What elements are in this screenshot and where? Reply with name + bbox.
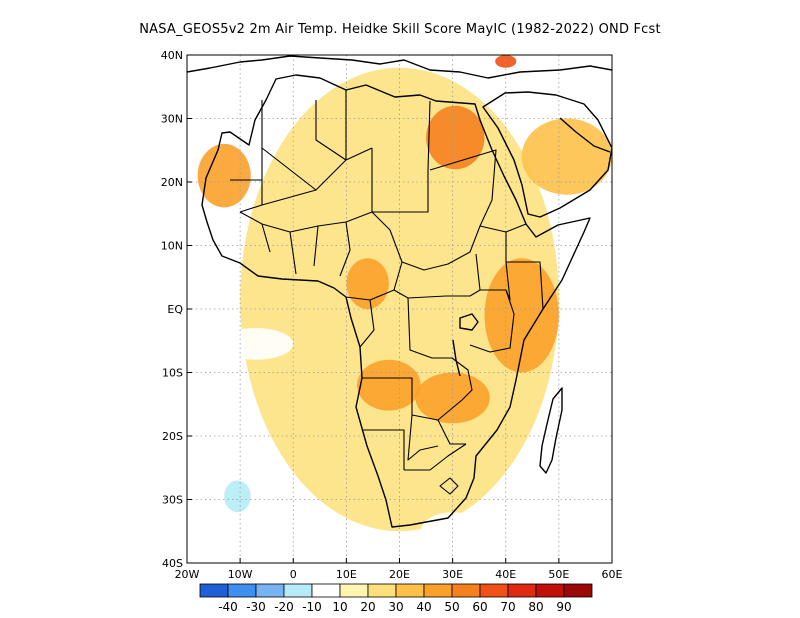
madagascar-coastline: [539, 387, 563, 474]
colorbar-label: 80: [528, 600, 543, 614]
colorbar-swatch: [339, 583, 369, 598]
country-borders: [230, 90, 544, 495]
lon-tick-label: 10W: [228, 568, 253, 581]
lon-tick-label: 0: [290, 568, 297, 581]
border-congo: [345, 289, 452, 359]
lon-tick-label: 60E: [602, 568, 623, 581]
lake-victoria: [459, 313, 479, 331]
colorbar-swatch: [255, 583, 285, 598]
lat-tick-label: 10N: [161, 240, 183, 253]
border-east-africa: [469, 223, 544, 353]
field-region: [484, 258, 559, 373]
colorbar-swatch: [227, 583, 257, 598]
colorbar-label: -40: [218, 600, 238, 614]
field-region: [495, 55, 517, 68]
colorbar-swatch: [311, 583, 341, 598]
lon-tick-label: 50E: [548, 568, 569, 581]
colorbar-swatch: [563, 583, 593, 598]
colorbar-swatch: [507, 583, 537, 598]
colorbar-label: -20: [274, 600, 294, 614]
field-region: [357, 359, 421, 411]
field-region: [426, 105, 485, 170]
colorbar-label: 50: [444, 600, 459, 614]
field-region: [218, 328, 294, 360]
colorbar-swatch: [395, 583, 425, 598]
field-region: [224, 480, 251, 513]
colorbar-label: 90: [556, 600, 571, 614]
coastlines-and-borders: [187, 55, 612, 528]
lat-tick-label: 20S: [162, 430, 183, 443]
europe-coastline: [187, 55, 612, 79]
lat-tick-label: 40N: [161, 49, 183, 62]
arabia-coastline: [482, 91, 612, 218]
border-sahel: [230, 100, 431, 213]
lon-tick-label: 40E: [495, 568, 516, 581]
border-lesotho: [439, 477, 459, 495]
colorbar-swatch: [199, 583, 229, 598]
border-west-africa: [239, 211, 373, 277]
lat-tick-label: EQ: [167, 303, 183, 316]
axis-ticks: 20W 10W 0 10E 20E 30E 40E 50E 60E 40N 30N 20N 10N EQ 1…: [161, 49, 623, 581]
colorbar-swatch: [479, 583, 509, 598]
plot-area: [187, 55, 612, 563]
colorbar-label: 30: [388, 600, 403, 614]
colorbar-label: -10: [302, 600, 322, 614]
colorbar-label: 70: [500, 600, 515, 614]
persian-gulf-coastline: [559, 117, 611, 153]
lat-tick-label: 10S: [162, 367, 183, 380]
colorbar-swatch: [535, 583, 565, 598]
colorbar-label: -30: [246, 600, 266, 614]
lat-tick-label: 20N: [161, 176, 183, 189]
border-southern-africa: [362, 357, 473, 471]
colorbar-label: 40: [416, 600, 431, 614]
field-region: [197, 143, 251, 208]
lon-tick-label: 30E: [442, 568, 463, 581]
colorbar-label: 10: [332, 600, 347, 614]
field-region: [346, 258, 389, 309]
lon-tick-label: 10E: [336, 568, 357, 581]
skill-score-field: [197, 55, 612, 551]
africa-coastline: [201, 74, 591, 528]
field-region: [521, 118, 612, 195]
field-region: [420, 512, 485, 551]
lat-tick-label: 30N: [161, 113, 183, 126]
colorbar-label: 20: [360, 600, 375, 614]
colorbar-label: 60: [472, 600, 487, 614]
lat-tick-label: 40S: [162, 557, 183, 570]
gridlines: [187, 55, 612, 563]
lake-tanganyika: [452, 339, 461, 377]
lat-tick-label: 30S: [162, 494, 183, 507]
colorbar: -40 -30 -20 -10 10 20 30 40 50 60 70 80 90: [199, 583, 593, 614]
colorbar-swatch: [367, 583, 397, 598]
colorbar-swatch: [451, 583, 481, 598]
lon-tick-label: 20W: [175, 568, 200, 581]
colorbar-swatch: [283, 583, 313, 598]
lon-tick-label: 20E: [389, 568, 410, 581]
colorbar-swatch: [423, 583, 453, 598]
map-title: NASA_GEOS5v2 2m Air Temp. Heidke Skill S…: [139, 22, 661, 37]
